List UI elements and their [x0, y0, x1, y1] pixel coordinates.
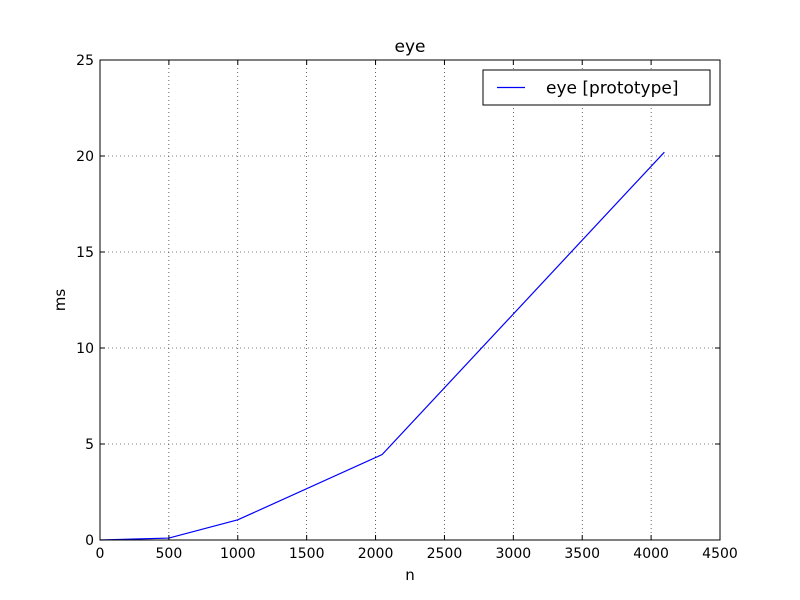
x-tick-label: 1500: [289, 546, 325, 562]
y-axis: 0 5 10 15 20 25: [76, 53, 720, 549]
x-axis: 0 500 1000 1500 2000 2500 3000 3500 4000 4500: [96, 60, 738, 562]
series-line-0: [100, 151, 665, 541]
grid: [100, 60, 720, 540]
y-tick-label: 25: [76, 53, 94, 69]
x-tick-label: 0: [96, 546, 105, 562]
legend-entry: eye [prototype]: [546, 79, 679, 99]
x-tick-label: 3000: [496, 546, 532, 562]
x-tick-label: 3500: [564, 546, 600, 562]
x-tick-label: 1000: [220, 546, 256, 562]
x-tick-label: 4000: [633, 546, 669, 562]
y-tick-label: 5: [85, 437, 94, 453]
x-tick-label: 2500: [427, 546, 463, 562]
legend: eye [prototype]: [482, 69, 711, 106]
plot-frame: [99, 59, 721, 541]
x-axis-label: n: [405, 566, 415, 584]
x-tick-label: 500: [156, 546, 183, 562]
y-tick-label: 0: [85, 533, 94, 549]
series-layer: [100, 151, 665, 541]
y-tick-label: 15: [76, 245, 94, 261]
x-tick-label: 4500: [702, 546, 738, 562]
y-tick-label: 10: [76, 341, 94, 357]
y-axis-label: ms: [51, 289, 69, 312]
x-tick-label: 2000: [358, 546, 394, 562]
y-tick-label: 20: [76, 149, 94, 165]
chart-title: eye: [395, 37, 426, 57]
